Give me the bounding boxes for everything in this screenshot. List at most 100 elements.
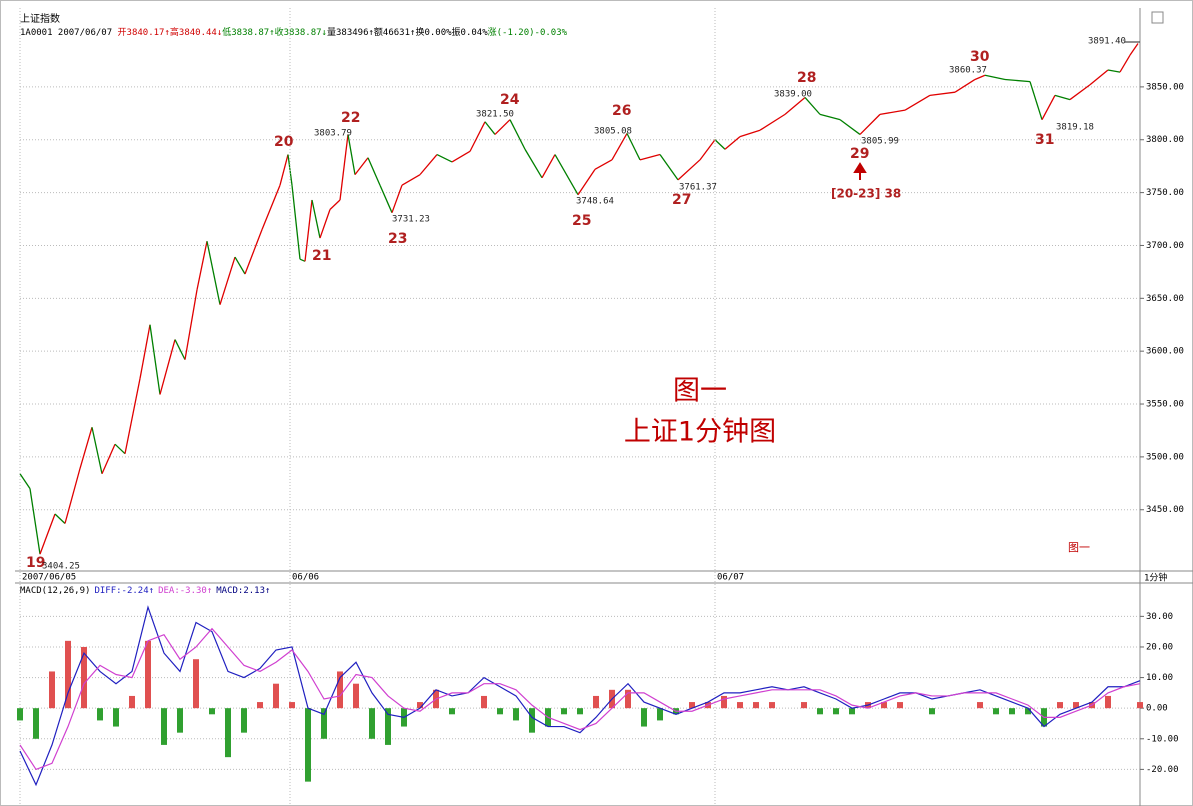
price-segment	[19, 473, 31, 489]
arrow	[853, 162, 867, 180]
price-segment	[319, 209, 331, 239]
histogram-bar	[1073, 702, 1079, 709]
price-segment	[149, 324, 161, 395]
histogram-bar	[113, 708, 119, 727]
price-label: 3803.79	[314, 129, 352, 139]
x-tick-label: 06/07	[717, 573, 744, 583]
price-segment	[739, 129, 761, 138]
wave-label: 24	[500, 92, 520, 108]
histogram-bar	[689, 702, 695, 709]
price-label: 3805.99	[861, 137, 899, 147]
histogram-bar	[193, 659, 199, 709]
stamp: 图一	[1068, 541, 1090, 554]
price-segment	[436, 153, 453, 163]
histogram-bar	[897, 702, 903, 709]
price-segment	[64, 468, 81, 524]
price-segment	[954, 78, 976, 93]
y-tick-label: -20.00	[1146, 765, 1179, 775]
wave-label: 27	[672, 192, 691, 208]
histogram-bar	[881, 702, 887, 709]
info-item: 振0.04%	[452, 26, 489, 38]
price-segment	[159, 339, 176, 395]
price-segment	[29, 488, 41, 555]
price-segment	[659, 154, 679, 181]
histogram-bar	[513, 708, 519, 721]
price-label: 3891.40	[1088, 37, 1126, 47]
price-segment	[1089, 69, 1109, 86]
info-item: 换0.00%	[415, 26, 452, 38]
y-tick-label: 10.00	[1146, 673, 1173, 683]
histogram-bar	[209, 708, 215, 715]
y-tick-label: 3750.00	[1146, 188, 1184, 198]
histogram-bar	[577, 708, 583, 715]
price-segment	[101, 443, 116, 475]
price-segment	[114, 443, 126, 455]
price-segment	[311, 199, 321, 239]
histogram-bar	[929, 708, 935, 715]
price-segment	[391, 184, 403, 213]
price-segment	[329, 199, 341, 210]
wave-label: 19	[26, 555, 45, 571]
price-segment	[469, 121, 486, 152]
price-segment	[784, 96, 806, 115]
price-segment	[244, 229, 263, 275]
price-segment	[291, 185, 301, 260]
legend-entry: DIFF:-2.24↑	[94, 586, 154, 596]
info-item: 涨(-1.20)-0.03%	[488, 27, 568, 38]
histogram-bar	[145, 640, 151, 709]
info-item: 开3840.17↑	[118, 27, 170, 38]
price-segment	[379, 184, 393, 213]
histogram-bar	[769, 702, 775, 709]
histogram-bar	[257, 702, 263, 709]
price-label: 3819.18	[1056, 123, 1094, 133]
histogram-bar	[449, 708, 455, 715]
price-segment	[339, 134, 349, 201]
price-segment	[759, 113, 786, 131]
histogram-bar	[561, 708, 567, 715]
price-segment	[419, 154, 438, 176]
histogram-bar	[977, 702, 983, 709]
price-segment	[451, 150, 471, 163]
price-segment	[79, 427, 93, 469]
histogram-bar	[369, 708, 375, 739]
info-item: 高3840.44↓	[170, 26, 222, 38]
wave-label: 20	[274, 134, 294, 150]
price-segment	[234, 256, 246, 275]
y-tick-label: 3600.00	[1146, 347, 1184, 357]
wave-label: 23	[388, 231, 407, 247]
y-tick-label: 3850.00	[1146, 82, 1184, 92]
price-segment	[1129, 43, 1139, 56]
y-tick-label: 3650.00	[1146, 294, 1184, 304]
y-tick-label: 20.00	[1146, 642, 1173, 652]
legend-entry: DEA:-3.30↑	[158, 586, 212, 596]
price-segment	[724, 136, 741, 150]
price-segment	[304, 199, 313, 262]
window-icon[interactable]	[1151, 11, 1164, 24]
price-segment	[219, 256, 236, 305]
wave-label: 25	[572, 213, 591, 229]
y-tick-label: 3700.00	[1146, 241, 1184, 251]
histogram-bar	[225, 708, 231, 758]
price-segment	[594, 159, 613, 170]
price-segment	[279, 154, 289, 186]
price-segment	[347, 134, 356, 175]
price-segment	[677, 159, 701, 181]
price-segment	[401, 174, 421, 186]
histogram-bar	[721, 695, 727, 709]
price-segment	[699, 139, 716, 161]
price-segment	[541, 154, 556, 179]
wave-label: 22	[341, 110, 360, 126]
price-segment	[184, 289, 198, 360]
legend-entry: MACD:2.13↑	[216, 586, 270, 596]
histogram-bar	[849, 708, 855, 715]
histogram-bar	[81, 646, 87, 709]
histogram-bar	[1009, 708, 1015, 715]
info-item: 收3838.87↓	[275, 26, 327, 38]
price-segment	[904, 94, 931, 111]
caption: 图一	[673, 376, 727, 407]
price-segment	[261, 184, 281, 230]
histogram-bar	[65, 640, 71, 709]
price-label: 3731.23	[392, 215, 430, 225]
